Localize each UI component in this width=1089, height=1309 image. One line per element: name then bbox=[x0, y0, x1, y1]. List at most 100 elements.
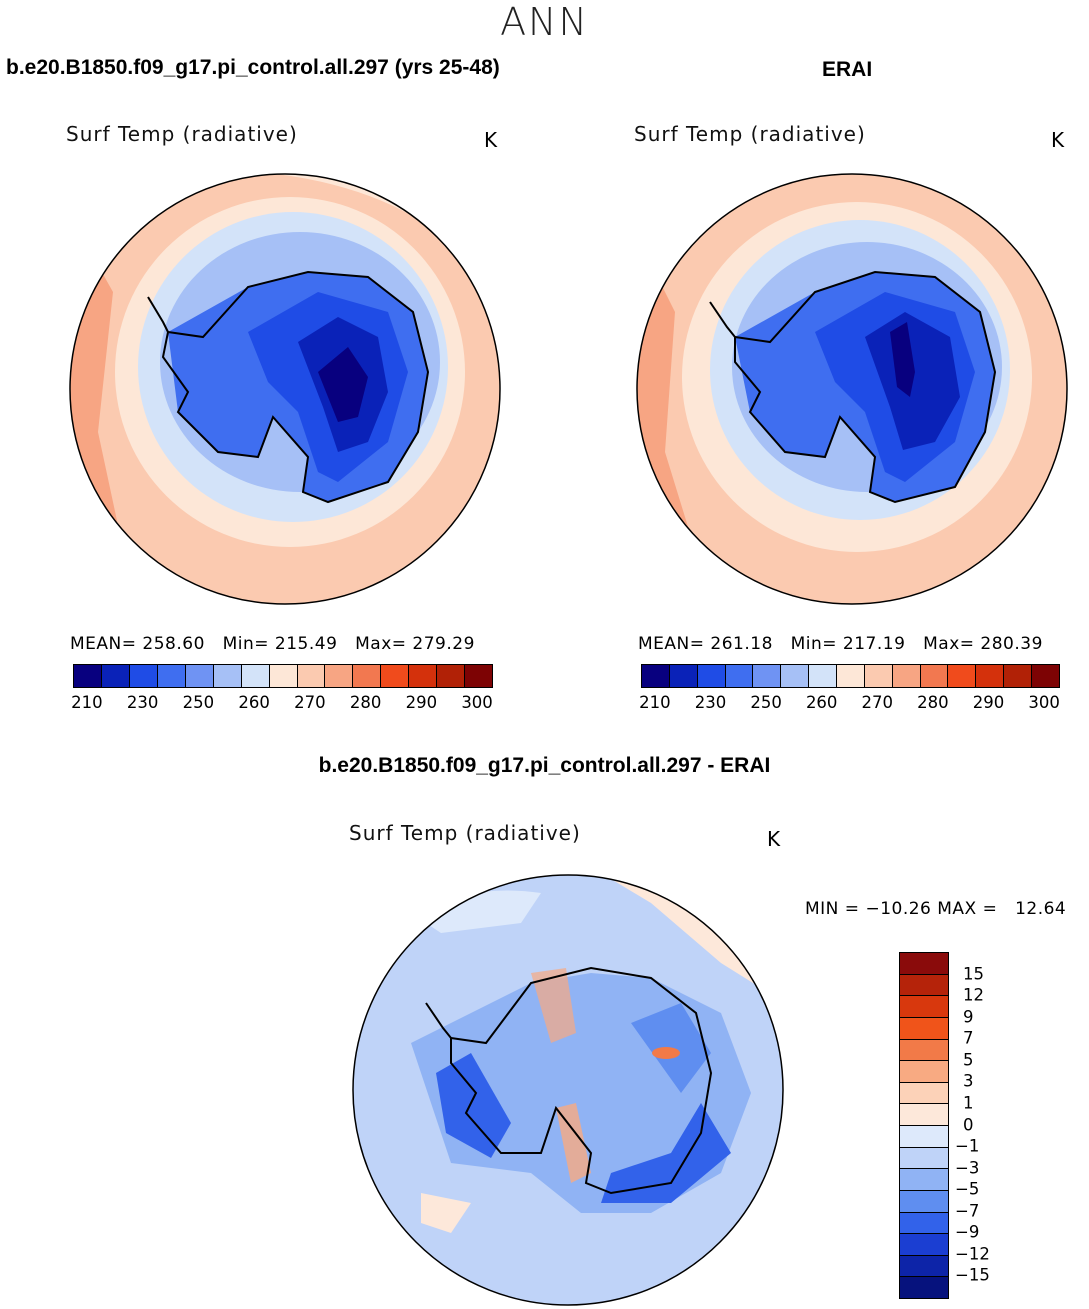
panel2-colorbar-ticks: 210 230 250 260 270 280 290 300 bbox=[639, 693, 1060, 715]
colorbar-tick-label: 210 bbox=[71, 693, 103, 712]
colorbar-swatch bbox=[642, 665, 670, 687]
colorbar-swatch bbox=[900, 1255, 948, 1278]
colorbar-swatch bbox=[325, 665, 354, 687]
colorbar-swatch bbox=[269, 665, 298, 687]
colorbar-swatch bbox=[781, 665, 810, 687]
panel1-title: b.e20.B1850.f09_g17.pi_control.all.297 (… bbox=[6, 56, 500, 79]
panel1-map-border bbox=[69, 173, 501, 605]
colorbar-tick-label: 300 bbox=[461, 693, 493, 712]
colorbar-swatch bbox=[900, 953, 948, 975]
colorbar-tick-label: 15 bbox=[963, 964, 984, 984]
colorbar-swatch bbox=[892, 665, 921, 687]
colorbar-tick-label: −9 bbox=[955, 1222, 980, 1242]
colorbar-swatch bbox=[809, 665, 838, 687]
colorbar-tick-label: 210 bbox=[639, 693, 671, 712]
colorbar-swatch bbox=[900, 1147, 948, 1170]
colorbar-swatch bbox=[900, 1169, 948, 1191]
colorbar-swatch bbox=[900, 1017, 948, 1040]
colorbar-tick-label: 3 bbox=[963, 1071, 974, 1091]
colorbar-tick-label: 280 bbox=[917, 693, 949, 712]
colorbar-tick-label: 9 bbox=[963, 1007, 974, 1027]
colorbar-swatch bbox=[900, 1104, 948, 1126]
panel2-title: ERAI bbox=[822, 58, 873, 81]
colorbar-swatch bbox=[1032, 665, 1059, 687]
colorbar-swatch bbox=[129, 665, 158, 687]
panel3-peninsula bbox=[425, 1002, 452, 1039]
panel2-band-210 bbox=[890, 322, 915, 397]
colorbar-swatch bbox=[409, 665, 438, 687]
panel1-peninsula bbox=[147, 296, 169, 333]
colorbar-swatch bbox=[753, 665, 782, 687]
colorbar-tick-label: −15 bbox=[955, 1265, 990, 1285]
colorbar-swatch bbox=[437, 665, 466, 687]
colorbar-swatch bbox=[213, 665, 242, 687]
colorbar-swatch bbox=[697, 665, 726, 687]
colorbar-tick-label: 5 bbox=[963, 1050, 974, 1070]
panel2-peninsula bbox=[709, 301, 736, 338]
colorbar-tick-label: −5 bbox=[955, 1179, 980, 1199]
colorbar-tick-label: 280 bbox=[349, 693, 382, 712]
colorbar-tick-label: −3 bbox=[955, 1158, 980, 1178]
panel2-coastline bbox=[734, 270, 997, 504]
colorbar-tick-label: 260 bbox=[238, 693, 270, 712]
panel1-coastline bbox=[161, 270, 430, 504]
colorbar-tick-label: −12 bbox=[955, 1244, 990, 1264]
colorbar-swatch bbox=[1004, 665, 1033, 687]
colorbar-tick-label: 1 bbox=[963, 1093, 974, 1113]
panel1-stats: MEAN= 258.60 Min= 215.49 Max= 279.29 bbox=[70, 634, 475, 654]
colorbar-swatch bbox=[900, 1082, 948, 1105]
colorbar-tick-label: 250 bbox=[182, 693, 215, 712]
panel3-polar-map bbox=[352, 874, 784, 1306]
panel2-unit: K bbox=[1051, 128, 1065, 152]
colorbar-tick-label: −7 bbox=[955, 1201, 980, 1221]
colorbar-tick-label: 230 bbox=[694, 693, 727, 712]
panel3-map-border bbox=[352, 874, 784, 1306]
colorbar-tick-label: 270 bbox=[294, 693, 326, 712]
colorbar-swatch bbox=[241, 665, 270, 687]
panel2-colorbar bbox=[641, 664, 1060, 688]
colorbar-swatch bbox=[837, 665, 865, 687]
colorbar-swatch bbox=[74, 665, 102, 687]
colorbar-tick-label: 7 bbox=[963, 1028, 974, 1048]
colorbar-swatch bbox=[900, 1039, 948, 1062]
colorbar-swatch bbox=[725, 665, 754, 687]
colorbar-tick-label: 12 bbox=[963, 985, 984, 1005]
colorbar-swatch bbox=[381, 665, 410, 687]
colorbar-swatch bbox=[353, 665, 382, 687]
panel2-polar-map bbox=[636, 173, 1068, 605]
panel1-polar-map bbox=[69, 173, 501, 605]
panel3-warm-anomaly-3 bbox=[652, 1047, 680, 1059]
panel1-colorbar-ticks: 210 230 250 260 270 280 290 300 bbox=[71, 693, 493, 715]
panel3-colorbar-ticks: 15 12 9 7 5 3 1 0 −1 −3 −5 −7 −9 −12 −15 bbox=[955, 952, 1025, 1297]
colorbar-tick-label: 0 bbox=[963, 1115, 974, 1134]
colorbar-swatch bbox=[900, 974, 948, 997]
panel3-positive-patch-sw bbox=[421, 1193, 471, 1233]
colorbar-swatch bbox=[157, 665, 186, 687]
panel3-field-label: Surf Temp (radiative) bbox=[349, 821, 581, 845]
panel2-map-border bbox=[636, 173, 1068, 605]
colorbar-swatch bbox=[900, 1277, 948, 1298]
colorbar-swatch bbox=[101, 665, 130, 687]
panel1-unit: K bbox=[484, 128, 498, 152]
page-title: ANN bbox=[500, 0, 589, 44]
colorbar-swatch bbox=[976, 665, 1005, 687]
colorbar-swatch bbox=[864, 665, 893, 687]
colorbar-tick-label: 230 bbox=[126, 693, 159, 712]
panel3-cold-patch-w bbox=[436, 1053, 511, 1158]
panel1-field-label: Surf Temp (radiative) bbox=[66, 122, 298, 146]
colorbar-tick-label: 260 bbox=[805, 693, 838, 712]
colorbar-swatch bbox=[948, 665, 977, 687]
colorbar-tick-label: 270 bbox=[861, 693, 894, 712]
colorbar-swatch bbox=[900, 1126, 948, 1148]
colorbar-tick-label: 290 bbox=[972, 693, 1005, 712]
colorbar-swatch bbox=[900, 1234, 948, 1256]
panel3-warm-anomaly-1 bbox=[531, 968, 576, 1043]
panel2-field-label: Surf Temp (radiative) bbox=[634, 122, 866, 146]
colorbar-tick-label: 300 bbox=[1028, 693, 1060, 712]
colorbar-swatch bbox=[900, 1190, 948, 1213]
panel3-cold-patch-s bbox=[601, 1103, 731, 1203]
panel3-warm-anomaly-2 bbox=[556, 1103, 591, 1183]
colorbar-tick-label: 250 bbox=[750, 693, 782, 712]
colorbar-swatch bbox=[920, 665, 949, 687]
colorbar-tick-label: 290 bbox=[405, 693, 438, 712]
